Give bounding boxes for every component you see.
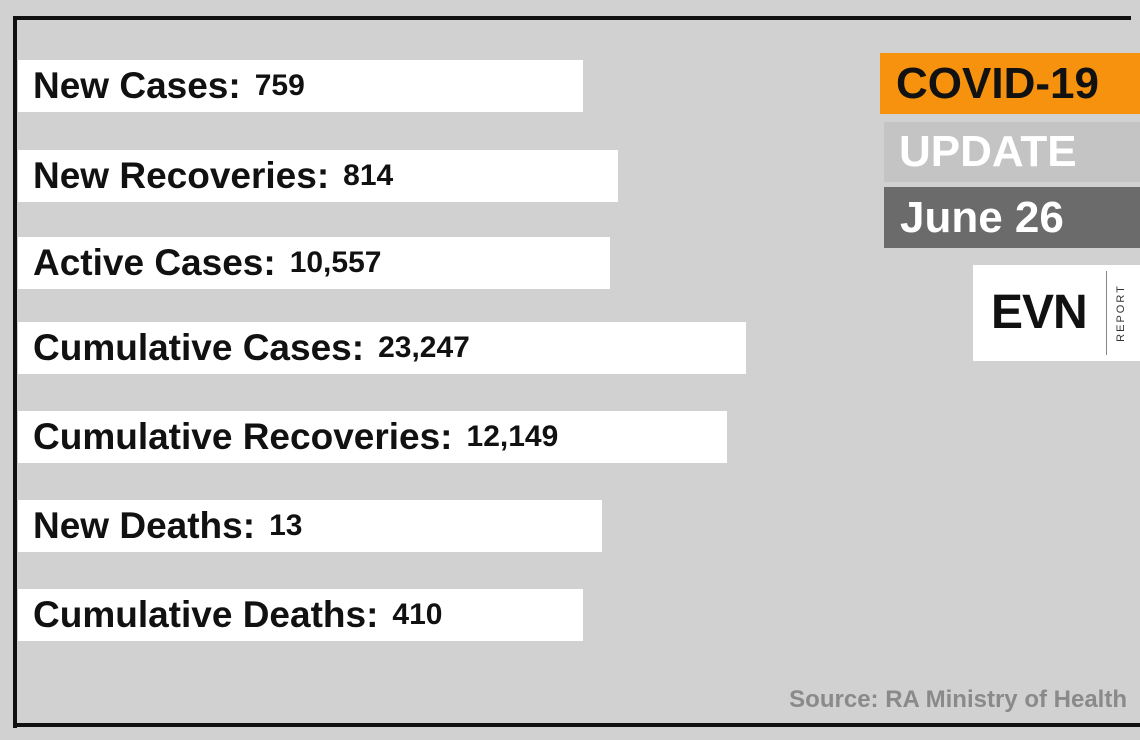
stat-value: 410 (392, 598, 443, 631)
stat-label: Cumulative Cases: (33, 327, 365, 368)
stat-row: Active Cases: 10,557 (18, 237, 610, 289)
stat-label: New Cases: (33, 65, 241, 106)
stat-value: 10,557 (289, 246, 382, 279)
stat-label: Cumulative Recoveries: (33, 416, 453, 457)
stat-value: 23,247 (378, 331, 470, 364)
badge-subtitle: UPDATE (884, 122, 1140, 182)
stat-label: Active Cases: (33, 242, 276, 283)
stat-label: New Deaths: (33, 505, 256, 546)
stat-label: Cumulative Deaths: (33, 594, 379, 635)
frame-bottom (13, 723, 1140, 727)
logo: EVN REPORT (973, 265, 1140, 361)
stat-value: 759 (254, 69, 305, 102)
source: Source: RA Ministry of Health (789, 686, 1127, 713)
stat-label: New Recoveries: (33, 155, 330, 196)
stat-row: Cumulative Deaths: 410 (18, 589, 583, 641)
stat-row: New Cases: 759 (18, 60, 583, 112)
stat-value: 13 (269, 509, 303, 542)
stat-row: New Deaths: 13 (18, 500, 602, 552)
badge-title: COVID-19 (880, 53, 1140, 114)
stat-row: Cumulative Cases: 23,247 (18, 322, 746, 374)
stat-row: New Recoveries: 814 (18, 150, 618, 202)
stat-row: Cumulative Recoveries: 12,149 (18, 411, 727, 463)
frame-left (13, 16, 17, 728)
frame-top (14, 16, 1131, 20)
stat-value: 814 (343, 159, 394, 192)
badge-date: June 26 (884, 187, 1140, 248)
logo-tag: REPORT (1115, 284, 1127, 342)
logo-name: EVN (991, 286, 1088, 339)
stat-value: 12,149 (466, 420, 559, 453)
logo-divider (1106, 271, 1107, 355)
